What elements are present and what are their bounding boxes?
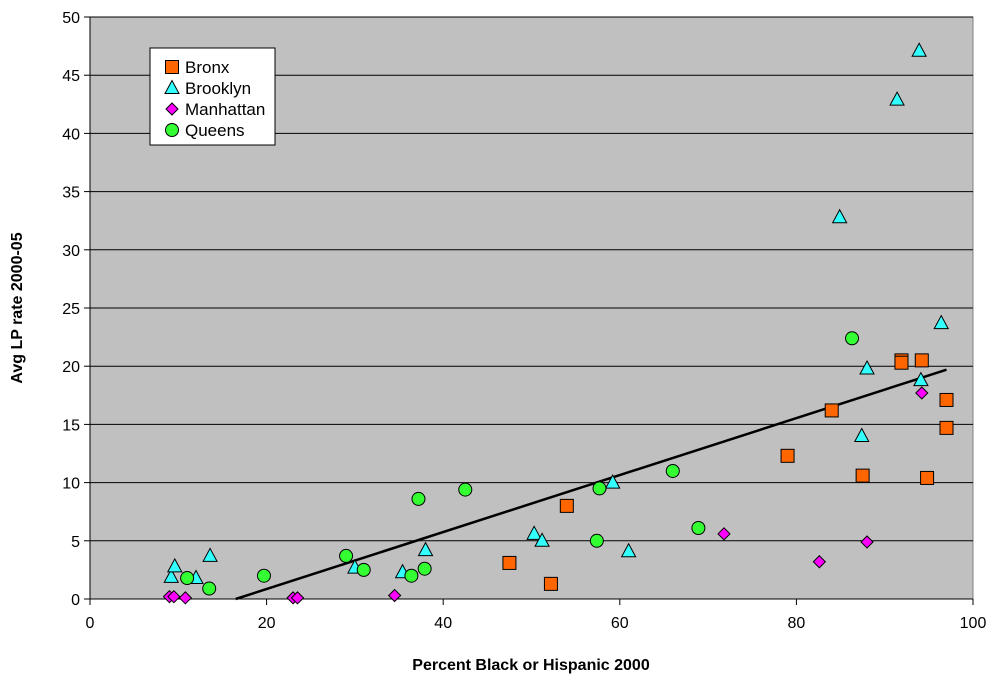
data-point-bronx: [914, 353, 929, 368]
data-point-bronx: [502, 555, 517, 570]
data-point-queens: [180, 571, 195, 586]
data-point-brooklyn: [889, 91, 905, 106]
x-tick-label: 60: [611, 615, 629, 632]
data-point-brooklyn: [417, 541, 434, 557]
data-point-bronx: [920, 470, 935, 485]
data-point-brooklyn: [620, 542, 637, 558]
data-point-queens: [417, 561, 432, 576]
data-point-manhattan: [812, 555, 827, 569]
legend-marker-manhattan: [165, 102, 179, 116]
y-tick-label: 20: [62, 359, 80, 376]
data-point-queens: [665, 463, 680, 478]
data-point-bronx: [894, 355, 909, 370]
data-point-queens: [411, 491, 426, 506]
legend-marker-brooklyn: [164, 79, 180, 94]
data-point-manhattan: [167, 589, 181, 604]
x-tick-label: 0: [86, 615, 95, 632]
x-axis-title: Percent Black or Hispanic 2000: [412, 657, 650, 674]
legend: Bronx Brooklyn Manhattan Queens: [149, 47, 276, 146]
data-point-brooklyn: [604, 474, 621, 489]
tick-labels: 0 5 10 15 20 25 30 35 40 45 50 0 20 40 60 80 100: [62, 10, 986, 632]
x-tick-label: 40: [434, 615, 452, 632]
data-point-brooklyn: [534, 532, 550, 547]
legend-label-brooklyn: Brooklyn: [185, 79, 251, 98]
data-point-manhattan: [290, 591, 305, 605]
data-point-queens: [256, 568, 271, 583]
data-point-bronx: [559, 498, 574, 513]
data-point-brooklyn: [831, 208, 848, 224]
data-point-bronx: [855, 468, 870, 483]
legend-label-queens: Queens: [185, 121, 245, 140]
data-point-queens: [592, 481, 607, 496]
data-point-manhattan: [387, 588, 402, 603]
y-tick-label: 0: [71, 592, 80, 609]
legend-marker-queens: [165, 123, 179, 137]
y-tick-label: 25: [62, 301, 80, 318]
data-point-queens: [339, 548, 354, 563]
data-point-queens: [356, 562, 371, 577]
data-point-queens: [589, 533, 604, 548]
data-point-brooklyn: [913, 371, 929, 387]
data-points: [162, 42, 954, 605]
y-tick-label: 50: [62, 10, 80, 27]
y-tick-label: 35: [62, 185, 80, 202]
data-point-brooklyn: [202, 547, 218, 562]
series-brooklyn: [163, 42, 950, 585]
y-tick-label: 5: [71, 534, 80, 551]
data-point-bronx: [543, 576, 558, 591]
data-point-queens: [458, 482, 473, 497]
data-point-bronx: [824, 403, 839, 418]
series-queens: [180, 331, 860, 596]
legend-label-manhattan: Manhattan: [185, 100, 265, 119]
data-point-brooklyn: [859, 359, 875, 375]
data-point-bronx: [939, 392, 954, 407]
data-point-brooklyn: [526, 525, 542, 540]
y-tick-label: 15: [62, 417, 80, 434]
data-point-queens: [691, 520, 706, 535]
y-tick-label: 10: [62, 476, 80, 493]
series-manhattan: [162, 386, 929, 605]
x-tick-label: 80: [788, 615, 806, 632]
y-tick-label: 30: [62, 243, 80, 260]
data-point-queens: [404, 568, 419, 583]
data-point-manhattan: [860, 535, 874, 549]
legend-marker-bronx: [165, 60, 179, 74]
y-tick-label: 45: [62, 68, 80, 85]
data-point-bronx: [780, 448, 795, 463]
legend-label-bronx: Bronx: [185, 58, 230, 77]
data-point-manhattan: [915, 386, 929, 400]
data-point-manhattan: [178, 591, 193, 605]
x-tick-label: 20: [258, 615, 276, 632]
data-point-brooklyn: [911, 42, 927, 57]
data-point-bronx: [939, 420, 954, 435]
data-point-brooklyn: [163, 568, 180, 583]
y-axis-title: Avg LP rate 2000-05: [9, 232, 26, 383]
data-point-brooklyn: [853, 427, 870, 443]
data-point-manhattan: [717, 527, 731, 541]
data-point-queens: [845, 331, 860, 346]
data-point-brooklyn: [933, 314, 950, 330]
series-bronx: [502, 353, 954, 591]
x-tick-label: 100: [960, 615, 987, 632]
y-tick-label: 40: [62, 126, 80, 143]
data-point-brooklyn: [166, 557, 183, 573]
data-point-queens: [202, 581, 217, 596]
